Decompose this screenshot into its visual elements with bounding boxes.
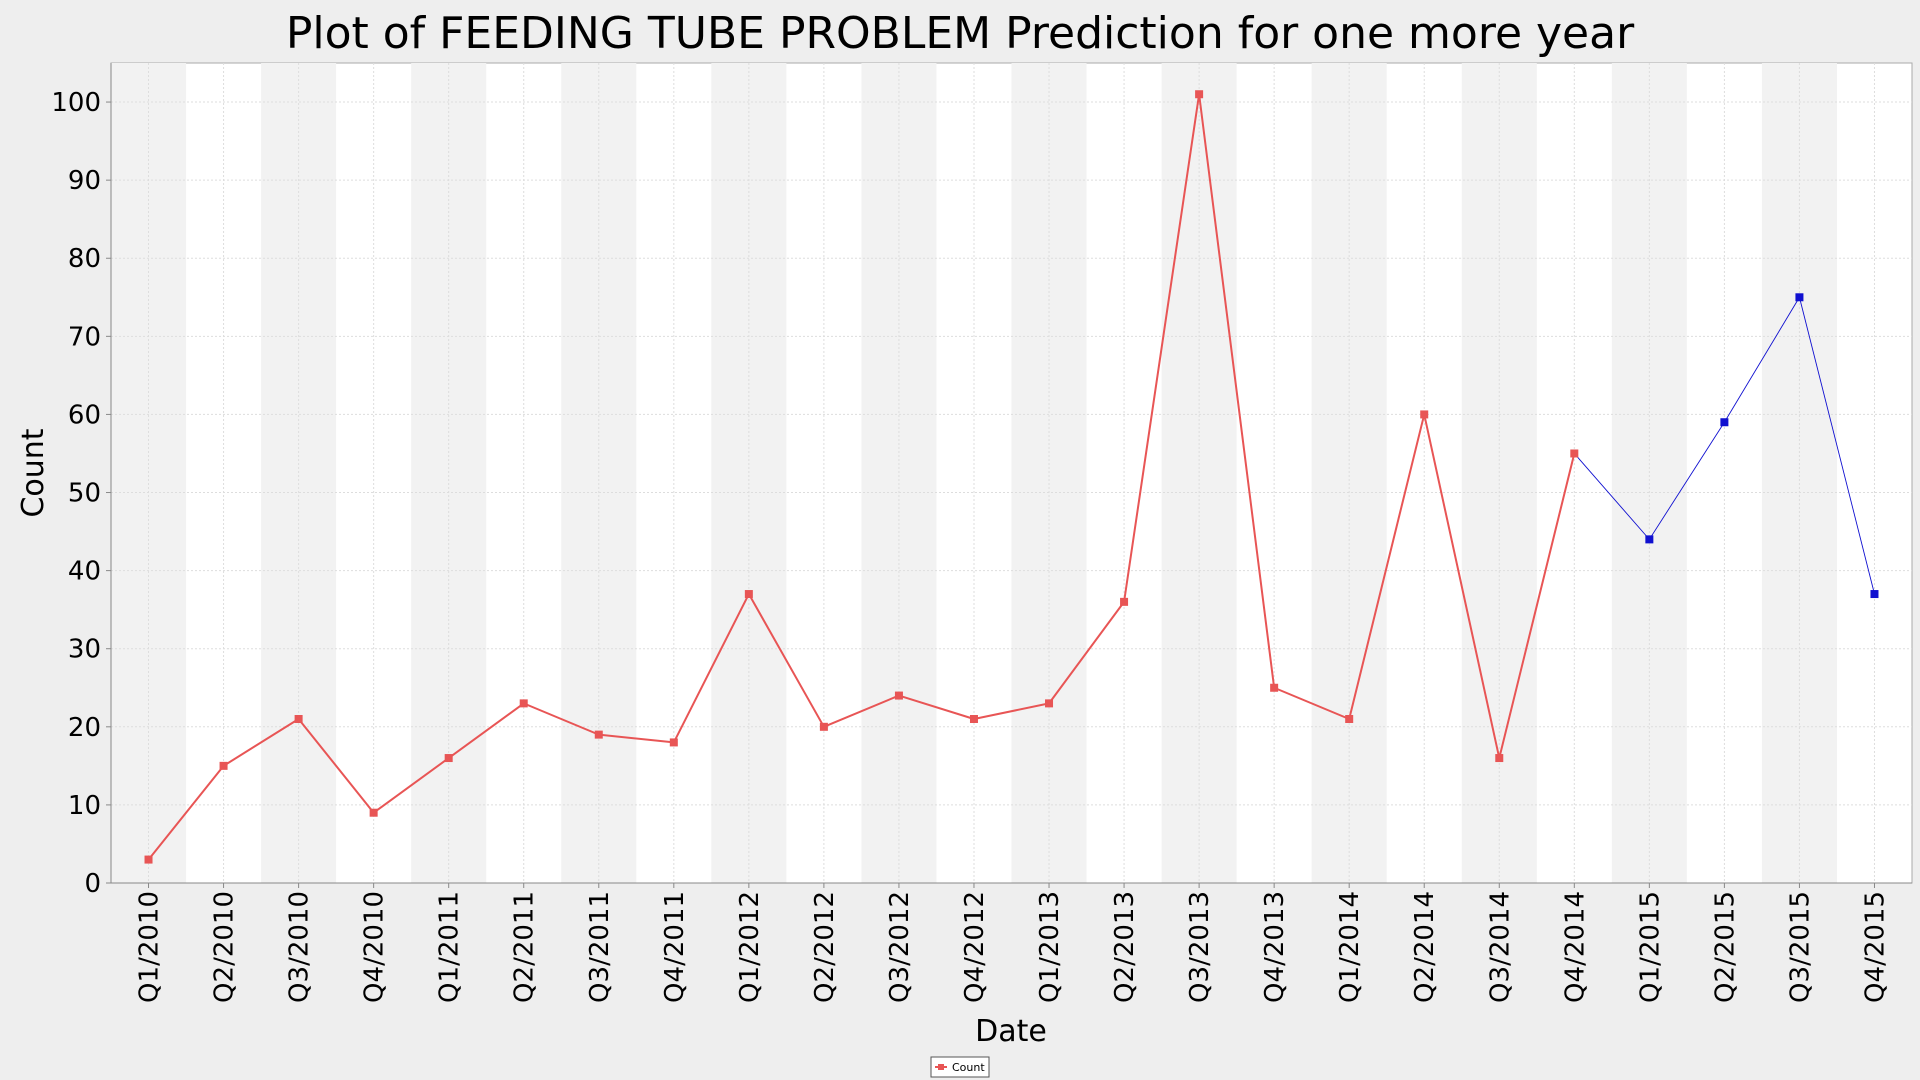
legend-box — [930, 1056, 990, 1078]
legend-label: Count — [952, 1061, 985, 1074]
y-tick-label: 70 — [68, 322, 101, 352]
data-point — [219, 761, 228, 770]
x-tick-label: Q1/2012 — [735, 891, 765, 1003]
data-point — [969, 715, 978, 723]
axes — [110, 63, 1912, 884]
data-point — [744, 590, 753, 599]
x-tick-label: Q1/2013 — [1035, 891, 1065, 1003]
x-tick-label: Q3/2010 — [285, 891, 315, 1003]
x-axis-label: Date — [975, 1014, 1047, 1049]
data-point — [144, 855, 153, 864]
x-tick-labels: Q1/2010 Q2/2010 Q3/2010 Q4/2010 Q1/2011 Q2/20… — [135, 883, 1890, 1003]
y-tick-label: 10 — [68, 791, 101, 821]
x-tick-label: Q4/2011 — [660, 891, 690, 1003]
x-tick-label: Q1/2014 — [1335, 891, 1365, 1003]
x-tick-label: Q2/2015 — [1710, 891, 1740, 1003]
y-tick-label: 90 — [68, 166, 101, 196]
data-point — [669, 738, 678, 747]
data-point — [1195, 90, 1204, 99]
x-tick-label: Q4/2014 — [1560, 891, 1590, 1003]
y-tick-label: 20 — [68, 713, 101, 743]
y-tick-label: 50 — [68, 479, 101, 509]
x-tick-label: Q1/2011 — [435, 891, 465, 1003]
x-tick-label: Q1/2015 — [1635, 891, 1665, 1003]
x-tick-label: Q3/2012 — [885, 891, 915, 1003]
y-tick-labels: 0 10 20 30 40 50 60 70 80 90 100 — [51, 88, 111, 899]
x-tick-label: Q3/2014 — [1485, 891, 1515, 1003]
data-point — [819, 722, 828, 731]
data-point — [1420, 410, 1429, 419]
data-point — [519, 699, 528, 708]
x-tick-label: Q4/2010 — [360, 891, 390, 1003]
x-tick-label: Q2/2012 — [810, 891, 840, 1003]
x-tick-label: Q2/2011 — [510, 891, 540, 1003]
x-tick-label: Q1/2010 — [135, 891, 165, 1003]
chart-title: Plot of FEEDING TUBE PROBLEM Prediction … — [286, 8, 1635, 59]
data-point — [1345, 715, 1354, 723]
y-tick-label: 30 — [68, 635, 101, 665]
y-tick-label: 0 — [84, 869, 101, 899]
data-point — [1870, 590, 1879, 599]
x-tick-label: Q4/2012 — [960, 891, 990, 1003]
y-tick-label: 60 — [68, 400, 101, 430]
data-point — [1570, 449, 1579, 458]
data-point — [369, 808, 378, 817]
data-point — [1495, 754, 1504, 763]
y-tick-label: 40 — [68, 557, 101, 587]
data-point — [1270, 683, 1279, 692]
data-point — [894, 691, 903, 700]
y-tick-label: 80 — [68, 244, 101, 274]
data-point — [594, 730, 603, 739]
data-point — [1720, 418, 1729, 427]
data-point — [294, 715, 303, 723]
x-tick-label: Q3/2015 — [1785, 891, 1815, 1003]
x-tick-label: Q2/2014 — [1410, 891, 1440, 1003]
data-point — [1795, 293, 1804, 302]
series-line-0 — [147, 93, 1576, 861]
data-point — [1045, 699, 1054, 708]
y-tick-label: 100 — [51, 88, 101, 118]
series-markers — [144, 90, 1879, 864]
data-point — [1645, 535, 1654, 544]
x-tick-label: Q3/2013 — [1185, 891, 1215, 1003]
x-tick-label: Q2/2013 — [1110, 891, 1140, 1003]
data-point — [444, 754, 453, 763]
x-tick-label: Q3/2011 — [585, 891, 615, 1003]
x-tick-label: Q2/2010 — [210, 891, 240, 1003]
legend: Count — [930, 1056, 990, 1078]
legend-swatch-marker — [938, 1064, 944, 1070]
x-tick-label: Q4/2015 — [1860, 891, 1890, 1003]
data-point — [1120, 597, 1129, 606]
x-tick-label: Q4/2013 — [1260, 891, 1290, 1003]
y-axis-label: Count — [16, 428, 51, 517]
